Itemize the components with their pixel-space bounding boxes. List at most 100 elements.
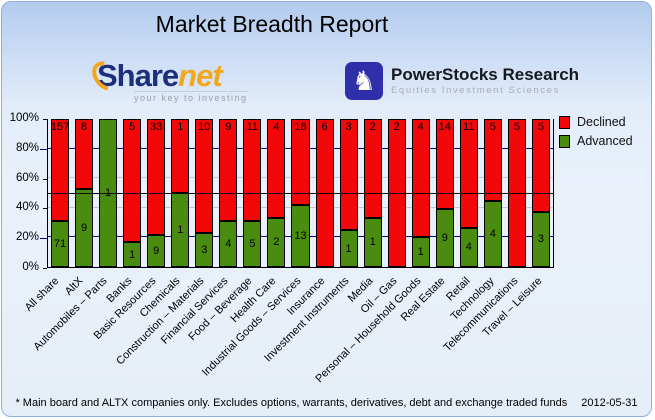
advanced-segment: 3 <box>195 232 214 267</box>
advanced-value: 13 <box>294 229 307 242</box>
fifty-percent-reference-line <box>47 193 554 194</box>
bar-industrial-goods-services: 18 13 <box>291 119 310 267</box>
footer: * Main board and ALTX companies only. Ex… <box>2 397 651 409</box>
advanced-segment: 4 <box>483 201 502 267</box>
declined-segment: 11 <box>459 119 478 228</box>
y-axis-tick-60 <box>43 178 47 180</box>
declined-value: 10 <box>198 121 211 133</box>
declined-segment: 8 <box>75 119 94 189</box>
declined-segment: 5 <box>531 119 550 212</box>
declined-segment: 1 <box>171 119 190 193</box>
powerstocks-logo: ♞ PowerStocks Research Equities Investme… <box>345 62 579 100</box>
declined-segment: 33 <box>147 119 166 236</box>
sharenet-name-accent: net <box>178 58 222 93</box>
y-axis-label-100: 100% <box>9 112 39 124</box>
footnote: * Main board and ALTX companies only. Ex… <box>15 397 568 409</box>
chart-legend: Declined Advanced <box>559 115 633 153</box>
advanced-segment: 1 <box>411 237 430 267</box>
advanced-segment: 4 <box>459 227 478 267</box>
advanced-value: 1 <box>129 248 136 261</box>
declined-value: 6 <box>321 121 328 133</box>
declined-value: 18 <box>294 121 307 133</box>
declined-value: 5 <box>489 121 496 133</box>
advanced-value: 1 <box>345 242 352 255</box>
declined-value: 5 <box>129 121 136 133</box>
advanced-value: 2 <box>273 236 280 249</box>
declined-segment: 14 <box>435 119 454 210</box>
declined-value: 157 <box>50 121 70 133</box>
advanced-value: 9 <box>81 221 88 234</box>
bar-real-estate: 14 9 <box>435 119 454 267</box>
advanced-value: 1 <box>177 224 184 236</box>
y-axis-label-40: 40% <box>15 201 39 214</box>
y-axis-tick-80 <box>40 148 47 150</box>
sharenet-name-main: Share <box>97 58 179 93</box>
legend-item-declined: Declined <box>559 115 633 129</box>
declined-segment: 5 <box>483 119 502 202</box>
declined-segment: 9 <box>219 119 238 222</box>
report-date: 2012-05-31 <box>581 397 638 409</box>
declined-segment: 5 <box>123 119 142 243</box>
declined-segment: 3 <box>339 119 358 230</box>
declined-value: 1 <box>177 121 184 133</box>
advanced-segment: 1 <box>363 217 382 267</box>
bar-basic-resources: 33 9 <box>147 119 166 267</box>
sharenet-logo: Share net your key to investing <box>86 56 248 103</box>
declined-value: 9 <box>225 121 232 133</box>
declined-value: 11 <box>463 121 475 133</box>
advanced-value: 1 <box>369 236 376 249</box>
declined-swatch-icon <box>559 115 570 129</box>
advanced-segment: 1 <box>171 193 190 267</box>
advanced-value: 3 <box>537 233 545 246</box>
powerstocks-name: PowerStocks Research <box>391 64 580 84</box>
advanced-value: 4 <box>489 228 496 241</box>
y-axis-label-80: 80% <box>15 141 39 154</box>
advanced-value: 9 <box>441 232 448 245</box>
advanced-value: 4 <box>465 241 472 254</box>
advanced-segment: 3 <box>531 211 550 267</box>
advanced-segment: 4 <box>219 221 238 267</box>
y-axis-tick-100 <box>43 119 47 120</box>
advanced-segment: 71 <box>51 220 70 267</box>
declined-value: 2 <box>369 121 376 133</box>
declined-value: 14 <box>438 121 451 133</box>
declined-segment: 2 <box>363 119 382 218</box>
advanced-value: 3 <box>201 243 208 256</box>
advanced-segment: 2 <box>267 217 286 267</box>
advanced-segment: 13 <box>291 204 310 267</box>
advanced-segment: 1 <box>123 242 142 267</box>
declined-value: 2 <box>393 121 400 133</box>
declined-value: 11 <box>246 121 259 133</box>
declined-segment: 18 <box>291 119 310 205</box>
sharenet-tagline: your key to investing <box>134 91 248 103</box>
powerstocks-subtitle: Equities Investment Sciences <box>391 85 560 97</box>
advanced-value: 1 <box>417 246 424 259</box>
advanced-value: 4 <box>225 238 232 251</box>
declined-value: 4 <box>417 121 424 133</box>
declined-value: 33 <box>150 121 163 133</box>
advanced-value: 9 <box>153 245 160 258</box>
y-axis-tick-40 <box>43 208 47 210</box>
declined-value: 4 <box>273 121 280 133</box>
bar-construction-materials: 10 3 <box>195 119 214 267</box>
declined-segment: 4 <box>411 119 430 238</box>
page-title: Market Breadth Report <box>155 11 389 37</box>
bar-food-beverage: 11 5 <box>243 119 262 267</box>
y-axis-label-60: 60% <box>15 171 39 184</box>
declined-segment: 4 <box>267 119 286 218</box>
y-axis-label-0: 0% <box>22 261 39 273</box>
advanced-segment: 9 <box>435 209 454 267</box>
declined-value: 5 <box>513 121 520 133</box>
legend-label-declined: Declined <box>577 115 626 129</box>
advanced-segment: 5 <box>243 220 262 267</box>
